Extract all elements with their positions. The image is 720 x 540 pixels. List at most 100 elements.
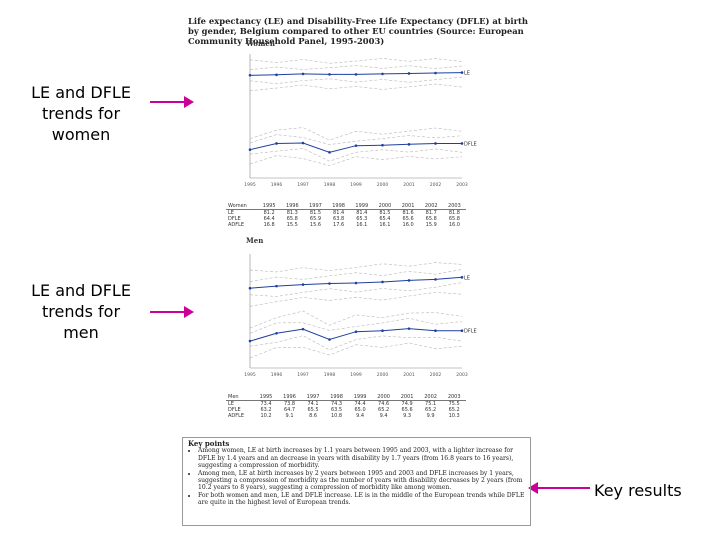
men-table-row-adfle: ADFLE 10.2 9.1 8.6 10.8 9.4 9.4 9.3 9.9 10.3 — [226, 413, 466, 419]
women-table-cell: DFLE — [228, 216, 241, 222]
women-point-dfle-2000 — [381, 143, 384, 147]
women-point-dfle-1996 — [275, 142, 278, 145]
men-table-cell: 65.2 — [448, 407, 460, 413]
women-x-tick-2001: 2001 — [403, 182, 415, 188]
men-table-cell: 75.1 — [425, 401, 437, 407]
men-point-dfle-2002 — [434, 329, 437, 332]
women-table-header-cell: 2000 — [373, 203, 397, 210]
women-table-cell: 81.5 — [309, 210, 322, 216]
callout-women-line2: trends for — [41, 104, 121, 123]
women-point-le-1998 — [328, 73, 331, 76]
men-table-cell: 9.4 — [379, 413, 388, 419]
women-table-row-le: LE 81.2 81.3 81.5 81.4 81.4 81.5 81.6 81.7 81.8 — [226, 210, 466, 217]
women-point-dfle-2003 — [460, 142, 464, 145]
women-table-header-cell: 1996 — [280, 203, 304, 210]
men-table-cell: ADFLE — [228, 413, 245, 419]
men-table-cell: 9.9 — [426, 413, 435, 419]
key-points-box: Key points Among women, LE at birth incr… — [182, 437, 531, 526]
women-table-cell: 81.3 — [286, 210, 298, 216]
women-table-cell: 65.6 — [402, 216, 414, 222]
men-x-tick-1995: 1995 — [244, 372, 256, 378]
women-x-tick-2003: 2003 — [456, 182, 468, 188]
men-table-cell: 74.9 — [401, 401, 413, 407]
women-point-le-2002 — [434, 71, 437, 75]
men-point-dfle-2001 — [407, 327, 411, 330]
women-table-cell: 16.0 — [448, 222, 460, 228]
women-series-label-le: LE — [464, 71, 470, 77]
women-eu-band-dfle-2 — [249, 134, 463, 145]
men-table-cell: 8.6 — [309, 413, 318, 419]
women-table-cell: 81.5 — [379, 210, 391, 216]
men-table-cell: 75.5 — [448, 401, 460, 407]
men-table-header-cell: 1999 — [348, 394, 372, 401]
women-table-cell: 81.8 — [448, 210, 460, 216]
women-eu-band-le-3 — [249, 58, 463, 64]
women-series-label-dfle: DFLE — [464, 141, 477, 147]
men-point-dfle-1999 — [354, 330, 358, 334]
men-table-cell: 9.3 — [403, 413, 412, 419]
men-x-tick-1996: 1996 — [271, 372, 283, 378]
men-point-dfle-2003 — [460, 329, 464, 332]
men-table-header-cell: 1995 — [254, 394, 278, 401]
men-table-cell: 65.6 — [401, 407, 413, 413]
women-chart: 1995 1996 1997 1998 1999 2000 2001 2002 2003 LE DF… — [244, 54, 477, 188]
men-table-cell: 63.5 — [330, 407, 343, 413]
men-point-dfle-2000 — [381, 329, 384, 332]
women-table-cell: 81.7 — [425, 210, 437, 216]
men-table-cell: 10.8 — [330, 413, 343, 419]
women-point-dfle-1995 — [248, 148, 252, 151]
men-table-row-le: LE 73.4 73.8 74.1 74.3 74.4 74.6 74.9 75.1 75.5 — [226, 401, 466, 408]
men-point-le-1998 — [328, 282, 331, 285]
men-eu-band-dfle-0 — [249, 342, 463, 359]
women-table-cell: 16.1 — [379, 222, 391, 228]
men-table-cell: 65.0 — [354, 407, 366, 413]
women-table-cell: 81.4 — [333, 210, 345, 216]
men-point-dfle-1995 — [248, 339, 252, 343]
men-table-row-dfle: DFLE 63.2 64.7 65.5 63.5 65.0 65.2 65.6 65.2 65.2 — [226, 407, 466, 413]
men-table-cell: 74.1 — [307, 401, 319, 407]
women-point-dfle-1997 — [301, 141, 305, 145]
women-eu-band-dfle-0 — [249, 155, 463, 166]
women-x-tick-2002: 2002 — [430, 182, 442, 188]
women-table-cell: 81.6 — [402, 210, 414, 216]
men-table-header-cell: 2002 — [418, 394, 443, 401]
women-point-le-1995 — [248, 73, 252, 77]
women-table-cell: 65.4 — [379, 216, 391, 222]
men-table-header-row: Men 1995 1996 1997 1998 1999 2000 2001 2002 2003 — [226, 394, 466, 401]
men-table-cell: 74.3 — [330, 401, 343, 407]
men-table-cell: 74.4 — [354, 401, 366, 407]
women-table-header-cell: Women — [226, 203, 258, 210]
key-point-3: For both women and men, LE and DFLE incr… — [198, 492, 525, 507]
men-table-header-cell: 1997 — [301, 394, 325, 401]
key-point-2: Among men, LE at birth increases by 2 ye… — [198, 470, 525, 492]
women-table-cell: 65.8 — [286, 216, 298, 222]
women-table-header-cell: 1999 — [350, 203, 374, 210]
women-table-cell: 64.4 — [263, 216, 275, 222]
women-point-le-1997 — [301, 72, 305, 76]
women-x-tick-2000: 2000 — [377, 182, 389, 188]
women-table-header-cell: 2001 — [396, 203, 420, 210]
men-eu-band-dfle-1 — [249, 335, 463, 351]
men-x-tick-1999: 1999 — [350, 372, 362, 378]
women-x-tick-1995: 1995 — [244, 182, 256, 188]
women-table-cell: LE — [228, 210, 234, 216]
callout-women-line3: women — [51, 125, 111, 144]
men-table-header-cell: 2003 — [442, 394, 466, 401]
men-eu-band-le-1 — [249, 282, 463, 297]
women-table-cell: 65.3 — [356, 216, 368, 222]
callout-men-line3: men — [63, 323, 99, 342]
women-table-cell: 65.9 — [309, 216, 322, 222]
men-table: Men 1995 1996 1997 1998 1999 2000 2001 2002 2003 L… — [226, 394, 466, 419]
men-x-tick-1997: 1997 — [297, 372, 309, 378]
women-point-le-1996 — [275, 73, 278, 77]
women-x-tick-1996: 1996 — [271, 182, 283, 188]
men-point-dfle-1996 — [275, 331, 278, 335]
women-table-cell: 16.8 — [263, 222, 275, 228]
women-point-le-2001 — [407, 72, 411, 75]
men-point-dfle-1997 — [301, 327, 305, 331]
men-point-le-2001 — [407, 279, 411, 282]
women-table-row-adfle: ADFLE 16.8 15.5 15.6 17.6 16.1 16.1 16.0 15.9 16.… — [226, 222, 466, 228]
men-x-tick-2001: 2001 — [403, 372, 415, 378]
men-point-le-2000 — [381, 280, 384, 284]
men-eu-band-le-0 — [249, 291, 463, 307]
